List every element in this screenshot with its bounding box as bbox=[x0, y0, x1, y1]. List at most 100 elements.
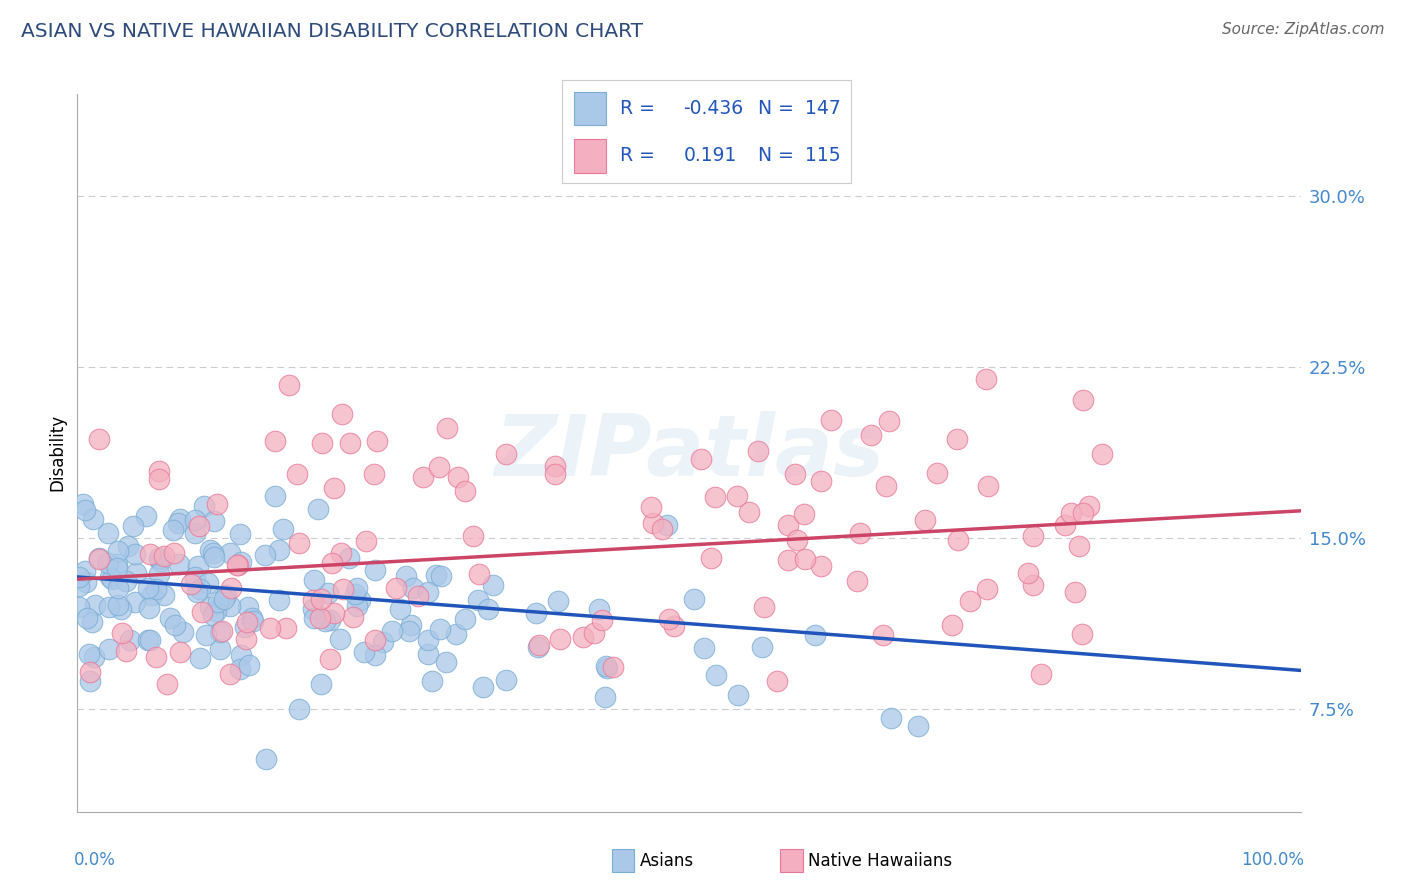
Point bbox=[114, 574, 136, 589]
Point bbox=[786, 533, 808, 547]
Point bbox=[332, 582, 354, 596]
Point bbox=[946, 433, 969, 447]
Point bbox=[180, 577, 202, 591]
Text: ZIPatlas: ZIPatlas bbox=[494, 411, 884, 494]
Point bbox=[172, 624, 194, 639]
Text: Native Hawaiians: Native Hawaiians bbox=[808, 852, 953, 870]
Point bbox=[152, 588, 174, 602]
Text: 0.0%: 0.0% bbox=[73, 851, 115, 869]
Point bbox=[76, 611, 98, 625]
Point bbox=[329, 546, 352, 560]
Point bbox=[388, 602, 411, 616]
Point bbox=[105, 558, 128, 572]
Point bbox=[236, 615, 259, 630]
Point bbox=[349, 593, 371, 607]
Point bbox=[641, 516, 664, 531]
Point bbox=[690, 452, 713, 467]
Point bbox=[602, 659, 624, 673]
FancyBboxPatch shape bbox=[574, 92, 606, 126]
Point bbox=[658, 612, 681, 626]
Point bbox=[339, 436, 361, 450]
Point bbox=[974, 372, 997, 386]
Point bbox=[747, 444, 769, 458]
Point bbox=[169, 512, 191, 526]
Point bbox=[219, 546, 242, 560]
Point bbox=[138, 632, 160, 647]
Point bbox=[153, 549, 176, 563]
Point bbox=[212, 592, 235, 607]
Point bbox=[1053, 517, 1076, 532]
Point bbox=[314, 614, 336, 628]
Point bbox=[346, 581, 368, 595]
Point bbox=[446, 627, 468, 641]
Point bbox=[225, 558, 247, 572]
Point bbox=[197, 575, 219, 590]
Point bbox=[186, 584, 208, 599]
Point bbox=[163, 618, 186, 632]
Point bbox=[1070, 627, 1092, 641]
Point bbox=[219, 599, 242, 613]
Point bbox=[83, 649, 105, 664]
FancyBboxPatch shape bbox=[574, 139, 606, 173]
Point bbox=[87, 552, 110, 566]
Point bbox=[124, 595, 146, 609]
Point bbox=[105, 560, 128, 574]
Point bbox=[1017, 566, 1039, 581]
Point bbox=[259, 621, 281, 635]
Point bbox=[114, 644, 136, 658]
Point bbox=[699, 551, 721, 566]
Point bbox=[330, 408, 353, 422]
Point bbox=[163, 546, 186, 560]
Point bbox=[412, 470, 434, 484]
Point bbox=[571, 630, 593, 644]
Point bbox=[148, 464, 170, 478]
Point bbox=[595, 661, 617, 675]
Point bbox=[125, 566, 148, 581]
Point bbox=[304, 611, 326, 625]
Point bbox=[107, 581, 129, 595]
Point bbox=[162, 523, 184, 537]
Y-axis label: Disability: Disability bbox=[48, 414, 66, 491]
Point bbox=[120, 632, 142, 647]
Point bbox=[461, 529, 484, 543]
Point bbox=[167, 557, 190, 571]
Text: -0.436: -0.436 bbox=[683, 99, 744, 118]
Point bbox=[169, 645, 191, 659]
Point bbox=[416, 647, 439, 661]
Point bbox=[1073, 392, 1095, 407]
Point bbox=[188, 519, 211, 533]
Point bbox=[353, 645, 375, 659]
Text: 100.0%: 100.0% bbox=[1241, 851, 1305, 869]
Text: Source: ZipAtlas.com: Source: ZipAtlas.com bbox=[1222, 22, 1385, 37]
Point bbox=[111, 626, 134, 640]
Point bbox=[371, 635, 394, 649]
Point bbox=[346, 599, 368, 613]
Point bbox=[67, 569, 90, 583]
Point bbox=[302, 593, 325, 607]
Point bbox=[82, 511, 104, 525]
Point bbox=[941, 618, 963, 632]
Point bbox=[202, 550, 225, 565]
Point bbox=[264, 489, 287, 503]
Point bbox=[79, 647, 101, 661]
Point bbox=[481, 578, 503, 592]
Point bbox=[875, 479, 897, 493]
Point bbox=[810, 559, 832, 574]
Point bbox=[752, 599, 775, 614]
Point bbox=[141, 588, 163, 602]
Point bbox=[318, 652, 340, 666]
Point bbox=[138, 600, 160, 615]
Point bbox=[820, 413, 842, 427]
Point bbox=[202, 514, 225, 528]
Point bbox=[288, 702, 311, 716]
Point bbox=[468, 566, 491, 581]
Point bbox=[198, 543, 221, 558]
Point bbox=[229, 555, 252, 569]
Point bbox=[381, 624, 404, 638]
Point bbox=[274, 621, 297, 635]
Point bbox=[67, 600, 90, 615]
Point bbox=[395, 569, 418, 583]
Point bbox=[794, 551, 817, 566]
Point bbox=[307, 502, 329, 516]
Point bbox=[75, 564, 97, 578]
